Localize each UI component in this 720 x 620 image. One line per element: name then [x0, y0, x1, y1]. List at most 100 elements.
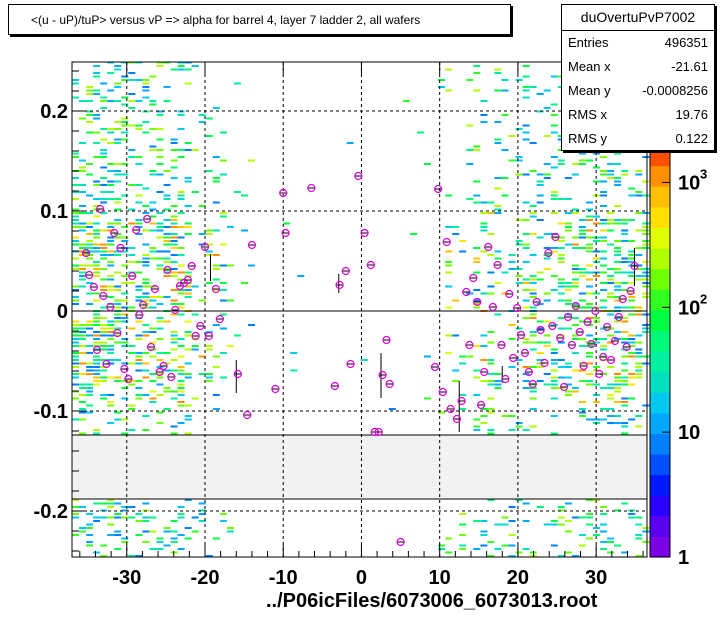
heatmap-cell	[156, 317, 164, 319]
heatmap-cell	[529, 275, 537, 277]
heatmap-cell	[557, 257, 565, 260]
heatmap-cell	[614, 387, 622, 389]
heatmap-cell	[114, 163, 122, 165]
heatmap-cell	[72, 506, 79, 508]
heatmap-cell	[621, 376, 629, 379]
profile-point	[346, 359, 355, 369]
heatmap-cell	[473, 194, 481, 197]
heatmap-cell	[114, 359, 122, 361]
heatmap-cell	[586, 208, 593, 211]
heatmap-cell	[107, 191, 115, 193]
heatmap-cell	[536, 173, 544, 176]
heatmap-cell	[128, 383, 136, 386]
profile-point	[132, 225, 141, 235]
heatmap-cell	[79, 345, 86, 347]
heatmap-cell	[219, 159, 227, 162]
heatmap-cell	[586, 278, 593, 281]
heatmap-cell	[114, 313, 122, 316]
heatmap-cell	[607, 387, 615, 389]
heatmap-cell	[170, 226, 178, 228]
heatmap-cell	[522, 201, 530, 204]
heatmap-cell	[114, 128, 122, 130]
heatmap-cell	[135, 219, 143, 221]
heatmap-cell	[205, 254, 213, 256]
heatmap-cell	[156, 110, 164, 113]
heatmap-cell	[459, 548, 467, 550]
heatmap-cell	[508, 254, 516, 256]
heatmap-cell	[642, 527, 650, 529]
heatmap-cell	[135, 334, 143, 337]
heatmap-cell	[170, 530, 178, 533]
heatmap-cell	[614, 383, 622, 386]
profile-point	[465, 340, 474, 350]
heatmap-cell	[86, 541, 94, 543]
heatmap-cell	[557, 163, 565, 165]
color-scale-segment	[650, 268, 670, 290]
heatmap-cell	[72, 338, 79, 340]
heatmap-cell	[163, 170, 171, 172]
heatmap-cell	[642, 282, 650, 284]
heatmap-cell	[628, 250, 636, 253]
heatmap-cell	[114, 219, 122, 221]
heatmap-cell	[205, 348, 213, 351]
heatmap-cell	[578, 516, 586, 519]
heatmap-cell	[586, 523, 593, 526]
heatmap-cell	[628, 296, 636, 298]
heatmap-cell	[170, 289, 178, 291]
heatmap-cell	[219, 215, 227, 218]
heatmap-cell	[614, 250, 622, 253]
heatmap-cell	[156, 373, 164, 375]
heatmap-cell	[156, 65, 164, 67]
heatmap-cell	[72, 236, 79, 239]
heatmap-cell	[156, 303, 164, 305]
heatmap-cell	[72, 285, 79, 288]
heatmap-cell	[424, 355, 431, 358]
heatmap-cell	[600, 418, 608, 421]
heatmap-cell	[86, 383, 94, 386]
heatmap-cell	[177, 289, 185, 291]
heatmap-cell	[142, 131, 150, 134]
heatmap-cell	[501, 523, 509, 526]
profile-point	[307, 183, 316, 193]
heatmap-cell	[571, 334, 579, 337]
heatmap-cell	[501, 149, 509, 151]
heatmap-cell	[128, 107, 136, 109]
heatmap-cell	[72, 376, 79, 379]
heatmap-cell	[480, 345, 488, 347]
heatmap-cell	[170, 271, 178, 274]
heatmap-cell	[149, 149, 157, 151]
heatmap-cell	[135, 222, 143, 225]
heatmap-cell	[607, 219, 615, 221]
heatmap-cell	[438, 411, 446, 414]
heatmap-cell	[508, 429, 516, 431]
profile-point	[271, 384, 280, 394]
heatmap-cell	[494, 313, 502, 316]
heatmap-cell	[93, 376, 101, 379]
heatmap-cell	[170, 159, 178, 162]
heatmap-cell	[100, 243, 108, 246]
profile-point	[524, 367, 533, 377]
heatmap-cell	[607, 397, 615, 400]
heatmap-cell	[135, 194, 143, 197]
heatmap-cell	[100, 107, 108, 109]
heatmap-cell	[177, 422, 185, 424]
heatmap-cell	[79, 264, 86, 267]
heatmap-cell	[522, 366, 530, 368]
heatmap-cell	[621, 173, 629, 176]
heatmap-cell	[494, 205, 502, 207]
profile-point	[473, 297, 482, 307]
heatmap-cell	[628, 383, 636, 386]
heatmap-cell	[536, 278, 544, 281]
heatmap-cell	[529, 282, 537, 284]
heatmap-cell	[593, 215, 600, 218]
heatmap-cell	[86, 320, 94, 323]
heatmap-cell	[536, 93, 544, 95]
heatmap-cell	[184, 222, 192, 225]
heatmap-cell	[114, 250, 122, 253]
heatmap-cell	[149, 299, 157, 302]
profile-point	[536, 325, 545, 335]
heatmap-cell	[107, 89, 115, 92]
heatmap-cell	[93, 299, 101, 302]
heatmap-cell	[487, 432, 495, 435]
heatmap-cell	[93, 369, 101, 372]
